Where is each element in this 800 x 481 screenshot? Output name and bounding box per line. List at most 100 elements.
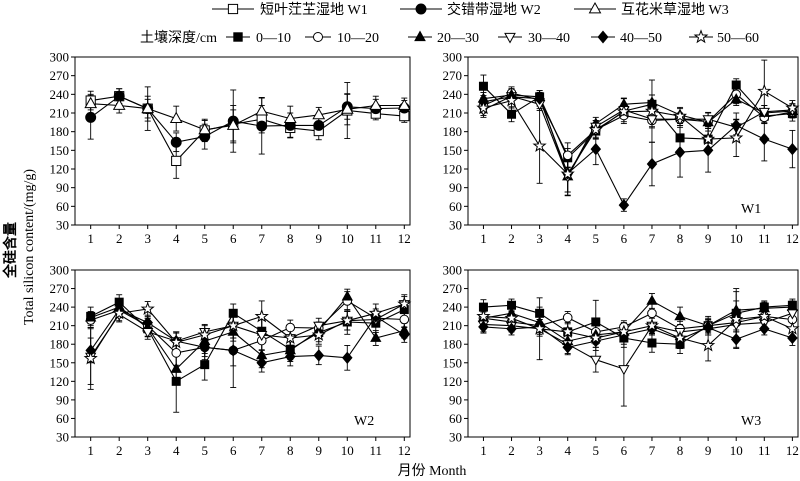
data-point bbox=[256, 356, 267, 369]
data-point bbox=[532, 138, 547, 152]
panel-label-w3: W3 bbox=[741, 414, 761, 429]
data-point bbox=[171, 155, 182, 167]
y-tick-label: 180 bbox=[50, 124, 70, 139]
x-tick-label: 10 bbox=[730, 443, 743, 458]
data-point bbox=[785, 321, 800, 335]
data-point bbox=[616, 104, 631, 118]
legend-marker-w1 bbox=[212, 3, 254, 15]
x-tick-label: 1 bbox=[480, 443, 487, 458]
y-tick-label: 180 bbox=[443, 337, 463, 352]
x-tick-label: 3 bbox=[536, 231, 543, 246]
series-line bbox=[90, 301, 405, 383]
legend-marker-depth-0-10 bbox=[226, 32, 250, 42]
x-tick-label: 4 bbox=[173, 231, 180, 246]
data-point bbox=[730, 333, 742, 346]
x-tick-label: 1 bbox=[87, 443, 94, 458]
legend-label-depth-0-10: 0—10 bbox=[256, 31, 291, 46]
x-tick-label: 5 bbox=[593, 231, 600, 246]
data-point bbox=[342, 351, 353, 364]
x-tick-label: 2 bbox=[508, 231, 515, 246]
data-point bbox=[504, 93, 519, 107]
data-point bbox=[729, 130, 744, 144]
y-tick-label: 150 bbox=[443, 143, 463, 158]
panel-frame bbox=[74, 56, 411, 226]
x-tick-label: 9 bbox=[316, 443, 323, 458]
data-point bbox=[758, 107, 770, 119]
x-tick-label: 9 bbox=[705, 231, 712, 246]
y-tick-label: 30 bbox=[449, 430, 462, 445]
y-tick-label: 300 bbox=[443, 263, 463, 278]
data-point bbox=[112, 305, 127, 320]
data-point bbox=[112, 98, 126, 110]
data-point bbox=[757, 83, 772, 98]
x-tick-label: 11 bbox=[758, 443, 771, 458]
legend-marker-depth-10-20 bbox=[305, 31, 331, 43]
legend-label-depth-50-60: 50—60 bbox=[717, 31, 759, 46]
y-tick-label: 180 bbox=[443, 124, 463, 139]
x-tick-label: 11 bbox=[370, 231, 383, 246]
data-point bbox=[590, 142, 602, 156]
x-tick-label: 7 bbox=[258, 231, 265, 246]
legend-symbol bbox=[227, 3, 239, 15]
x-tick-label: 12 bbox=[786, 231, 799, 246]
legend-symbol bbox=[588, 1, 602, 14]
y-tick-label: 210 bbox=[50, 318, 70, 333]
y-tick-label: 60 bbox=[449, 199, 462, 214]
data-point bbox=[591, 317, 601, 327]
data-point bbox=[730, 119, 742, 132]
y-tick-label: 30 bbox=[56, 218, 69, 233]
data-point bbox=[534, 92, 545, 105]
x-tick-label: 11 bbox=[758, 231, 771, 246]
y-tick-label: 90 bbox=[56, 392, 69, 407]
data-point bbox=[256, 331, 268, 342]
x-tick-label: 4 bbox=[564, 443, 571, 458]
series-line bbox=[90, 95, 405, 162]
x-tick-label: 6 bbox=[230, 231, 237, 246]
data-point bbox=[506, 322, 517, 335]
panel-label-w1: W1 bbox=[741, 202, 761, 217]
data-point bbox=[197, 327, 212, 342]
x-tick-label: 6 bbox=[621, 231, 628, 246]
data-point bbox=[644, 318, 660, 332]
data-point bbox=[674, 146, 686, 159]
data-point bbox=[311, 327, 326, 342]
data-point bbox=[787, 142, 798, 156]
data-point bbox=[83, 350, 98, 365]
x-tick-label: 10 bbox=[730, 231, 743, 246]
data-point bbox=[729, 312, 744, 326]
data-point bbox=[368, 305, 383, 320]
data-point bbox=[616, 324, 631, 338]
data-point bbox=[228, 308, 238, 318]
series-line bbox=[483, 304, 793, 345]
y-tick-label: 240 bbox=[443, 300, 463, 315]
data-point bbox=[646, 115, 658, 126]
x-tick-label: 2 bbox=[116, 231, 123, 246]
y-tick-label: 90 bbox=[449, 392, 462, 407]
data-point bbox=[786, 309, 799, 320]
data-point bbox=[507, 109, 517, 119]
legend-symbol bbox=[597, 30, 609, 44]
y-tick-label: 180 bbox=[50, 337, 70, 352]
legend-symbol bbox=[693, 29, 709, 44]
data-point bbox=[562, 341, 573, 354]
legend-marker-depth-50-60 bbox=[689, 29, 713, 44]
series-line bbox=[483, 300, 793, 342]
x-tick-label: 5 bbox=[593, 443, 600, 458]
data-point bbox=[171, 348, 182, 358]
data-point bbox=[560, 324, 575, 338]
y-tick-label: 60 bbox=[449, 411, 462, 426]
data-point bbox=[340, 313, 355, 327]
series-line bbox=[90, 295, 405, 370]
data-point bbox=[200, 360, 210, 370]
data-point bbox=[478, 320, 489, 334]
y-tick-label: 240 bbox=[443, 87, 463, 102]
data-point bbox=[588, 122, 603, 136]
legend-marker-w2 bbox=[400, 3, 442, 15]
x-tick-label: 8 bbox=[287, 231, 294, 246]
data-point bbox=[341, 290, 353, 301]
data-point bbox=[731, 80, 741, 90]
data-point bbox=[340, 102, 354, 114]
